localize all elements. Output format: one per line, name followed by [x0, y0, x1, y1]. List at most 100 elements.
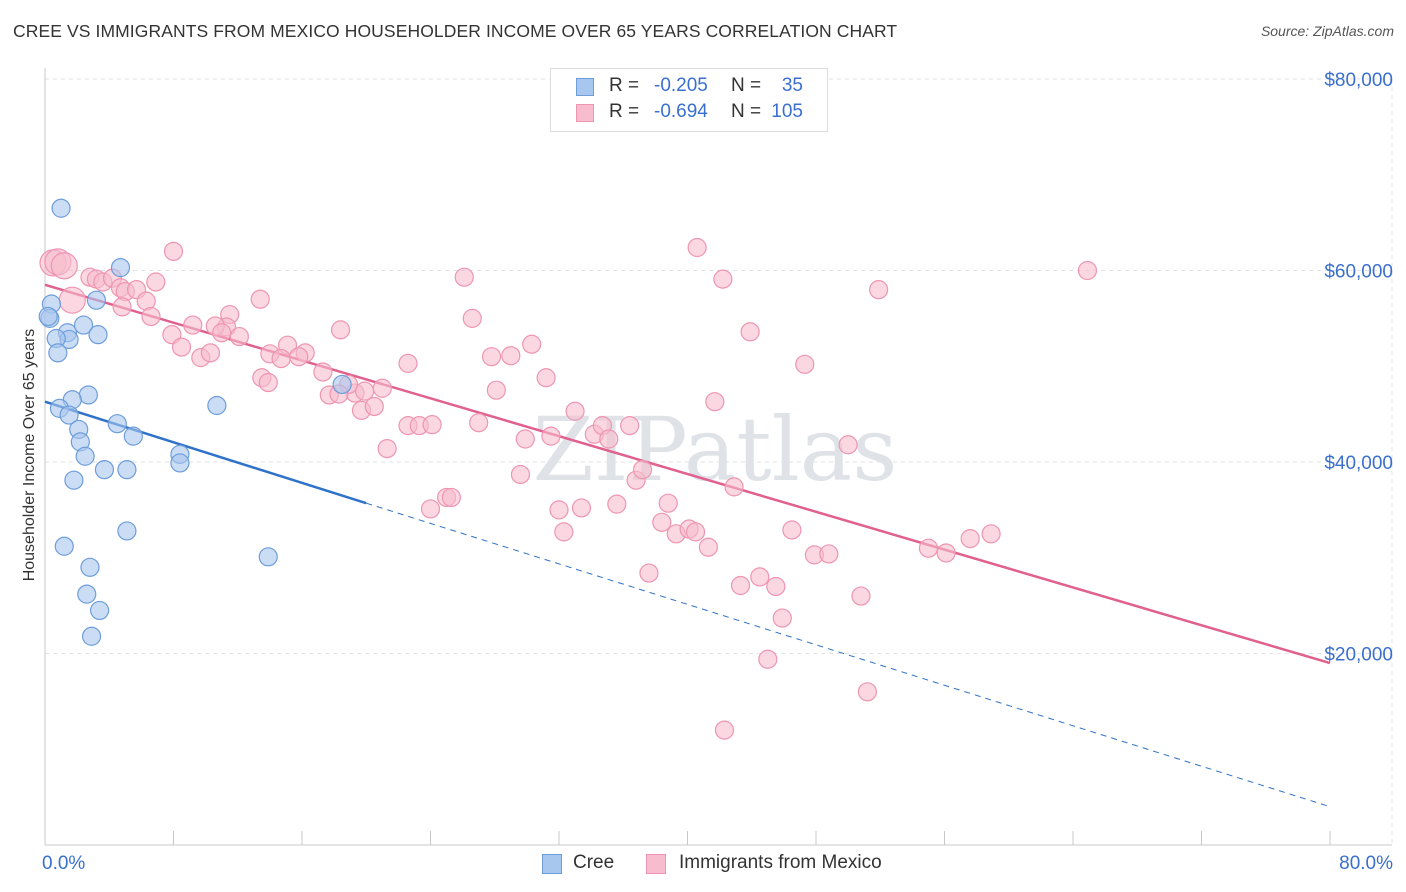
mexico-point [838, 435, 858, 455]
mexico-point [313, 362, 333, 382]
mexico-point [258, 372, 278, 393]
mexico-point [554, 522, 574, 542]
mexico-point [607, 494, 627, 514]
mexico-point [1077, 260, 1098, 281]
x-tick-label: 80.0% [1339, 853, 1393, 874]
mexico-point [698, 537, 718, 557]
cree-swatch [542, 854, 562, 874]
cree-point [64, 470, 84, 490]
mexico-point [936, 543, 956, 563]
mexico-point [522, 334, 542, 354]
mexico-point [705, 392, 725, 412]
mexico-point [713, 269, 733, 289]
cree-point [77, 584, 97, 604]
mexico-point [510, 464, 531, 485]
mexico-trend-line [44, 283, 1331, 665]
mexico-point [782, 520, 802, 540]
mexico-point [481, 347, 502, 367]
mexico-point [163, 241, 184, 261]
r-value: -0.205 [654, 75, 708, 96]
mexico-point [420, 499, 441, 519]
mexico-point [50, 252, 78, 280]
mexico-point [250, 289, 270, 309]
mexico-swatch [646, 854, 666, 874]
cree-point [48, 343, 68, 363]
legend-label-mexico: Immigrants from Mexico [679, 852, 882, 873]
cree-point [107, 414, 127, 434]
cree-point [110, 258, 131, 278]
mexico-point [141, 306, 161, 327]
mexico-point [960, 528, 980, 549]
cree-point [117, 460, 137, 480]
mexico-point [271, 348, 291, 369]
mexico-point [851, 586, 871, 606]
cree-point [75, 446, 95, 466]
cree-point [332, 374, 352, 395]
mexico-point [355, 381, 375, 401]
cree-point [80, 557, 100, 577]
mexico-point [724, 477, 744, 497]
mexico-point [795, 354, 815, 374]
mexico-point [918, 538, 939, 558]
mexico-point [364, 396, 384, 417]
mexico-point [632, 460, 653, 480]
mexico-point [750, 567, 770, 587]
mexico-point [758, 649, 778, 669]
mexico-point [469, 413, 489, 433]
mexico-point [981, 524, 1001, 544]
n-label: N = [731, 101, 762, 122]
y-tick-label: $60,000 [1324, 262, 1393, 283]
mexico-point [212, 323, 232, 343]
mexico-point [171, 337, 192, 357]
mexico-point [687, 237, 707, 258]
mexico-point [730, 575, 751, 596]
mexico-point [772, 608, 792, 628]
y-tick-label: $40,000 [1324, 453, 1393, 474]
mexico-point [58, 286, 86, 314]
axes [44, 68, 1392, 846]
data-points [38, 198, 1098, 740]
n-label: N = [731, 75, 762, 96]
cree-swatch [576, 78, 594, 96]
stats-legend: R = -0.205 N = 35 R = -0.694 N = 105 [550, 68, 828, 132]
cree-point [207, 395, 227, 416]
mexico-point [422, 415, 442, 435]
mexico-point [620, 416, 640, 436]
r-label: R = [609, 75, 640, 96]
y-tick-label: $80,000 [1324, 70, 1393, 91]
mexico-point [857, 682, 878, 702]
mexico-point [549, 500, 569, 520]
cree-point [88, 325, 108, 345]
mexico-point [658, 493, 678, 513]
mexico-point [766, 576, 786, 597]
mexico-point [398, 353, 418, 373]
mexico-point [112, 297, 132, 317]
mexico-point [377, 438, 397, 459]
cree-trend-extension [366, 502, 1331, 808]
mexico-point [441, 487, 461, 508]
stats-row-cree: R = -0.205 N = 35 [551, 74, 827, 100]
mexico-point [599, 429, 619, 449]
cree-point [59, 405, 79, 425]
mexico-point [486, 380, 506, 400]
cree-point [123, 426, 143, 446]
mexico-point [571, 498, 592, 518]
mexico-point [146, 272, 166, 292]
mexico-point [183, 315, 203, 335]
cree-trend-line [44, 400, 367, 505]
cree-point [258, 547, 278, 567]
y-tick-label: $20,000 [1324, 645, 1393, 666]
n-value: 35 [781, 75, 803, 96]
mexico-point [536, 368, 556, 388]
mexico-point [652, 512, 672, 532]
mexico-point [200, 343, 221, 363]
mexico-swatch [576, 104, 594, 122]
mexico-point [501, 346, 521, 366]
mexico-point [714, 720, 735, 740]
cree-point [78, 385, 98, 405]
source-label: Source: ZipAtlas.com [1260, 23, 1394, 39]
cree-point [170, 453, 190, 473]
n-value: 105 [771, 101, 803, 122]
cree-point [90, 600, 110, 621]
